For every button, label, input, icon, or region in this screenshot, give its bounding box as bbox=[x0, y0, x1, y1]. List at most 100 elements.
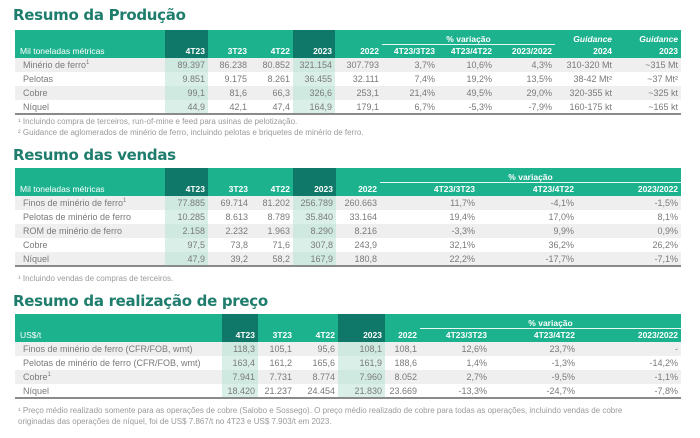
row-label-text: Pelotas de minério de ferro (CFR/FOB, wm… bbox=[23, 358, 201, 368]
table-cell: 23.669 bbox=[385, 384, 420, 399]
table-cell: 69.714 bbox=[208, 196, 251, 210]
column-header: 2022 bbox=[335, 44, 382, 58]
row-label: Pelotas de minério de ferro (CFR/FOB, wm… bbox=[15, 356, 222, 370]
header-spacer bbox=[258, 314, 295, 328]
table-cell: 97,5 bbox=[165, 238, 208, 252]
table-cell: 12,6% bbox=[420, 342, 490, 356]
table-cell: -1,3% bbox=[551, 358, 575, 368]
table-row: Pelotas 9.851 9.175 8.261 36.455 32.111 7,4% 19… bbox=[15, 72, 681, 86]
row-label-text: Níquel bbox=[23, 385, 50, 396]
table-cell: 13,5% bbox=[526, 74, 553, 84]
footnote-marker: 1 bbox=[86, 60, 90, 66]
table-cell: -17,7% bbox=[478, 252, 577, 267]
column-header: 2023/2022 bbox=[578, 328, 682, 342]
footnote: ¹ Incluindo vendas de compras de terceir… bbox=[18, 274, 174, 283]
column-header: 2022 bbox=[336, 182, 380, 196]
column-header: 4T23 bbox=[222, 328, 258, 342]
column-header: 2023 bbox=[338, 328, 385, 342]
table-cell: 22,2% bbox=[380, 252, 478, 267]
table-cell: 4,3% bbox=[495, 58, 556, 72]
row-label-text: Cobre bbox=[23, 240, 48, 250]
header-spacer bbox=[165, 168, 208, 182]
table-cell: 260.663 bbox=[336, 196, 380, 210]
header-spacer bbox=[338, 314, 385, 328]
sales-footnotes: ¹ Incluindo vendas de compras de terceir… bbox=[18, 273, 698, 284]
table-cell: 32,1% bbox=[449, 240, 475, 250]
table-cell: 33.164 bbox=[349, 212, 377, 222]
table-cell: 326,6 bbox=[293, 86, 335, 100]
table-cell: 6,7% bbox=[382, 100, 438, 115]
table-cell: 160-175 kt bbox=[555, 100, 616, 115]
table-cell: 7.960 bbox=[338, 370, 385, 384]
table-cell: 19,4% bbox=[449, 212, 475, 222]
column-header: 2023/2022 bbox=[577, 182, 682, 196]
table-cell: 321.154 bbox=[293, 58, 335, 72]
table-cell: -9,5% bbox=[490, 370, 578, 384]
table-cell: 66,3 bbox=[250, 86, 293, 100]
table-cell: 21.830 bbox=[338, 384, 385, 399]
column-header: 4T23/3T23 bbox=[382, 44, 438, 58]
header-spacer bbox=[15, 30, 165, 44]
table-cell: 179,1 bbox=[335, 100, 382, 115]
table-cell: 8.261 bbox=[267, 74, 290, 84]
unit-label: US$/t bbox=[15, 328, 222, 342]
table-cell: 307.793 bbox=[335, 58, 382, 72]
table-cell: 8.613 bbox=[225, 212, 248, 222]
row-label-text: Pelotas de minério de ferro bbox=[23, 212, 132, 222]
table-cell: 256.789 bbox=[293, 196, 336, 210]
header-spacer bbox=[208, 30, 250, 44]
table-row: Níquel 18.420 21.237 24.454 21.830 23.669 -13,… bbox=[15, 384, 682, 399]
table-cell: 307,8 bbox=[293, 238, 336, 252]
table-cell: -5,3% bbox=[438, 100, 495, 115]
row-label: Cobre1 bbox=[15, 370, 222, 384]
table-cell: 9,9% bbox=[478, 224, 577, 238]
table-row: Níquel 47,9 39,2 58,2 167,9 180,8 22,2% -17,7% -… bbox=[15, 252, 682, 267]
header-spacer bbox=[15, 168, 165, 182]
table-cell: 320-355 kt bbox=[555, 86, 616, 100]
footnote: ¹ Preço médio realizado somente para as … bbox=[18, 406, 623, 426]
header-spacer bbox=[251, 168, 293, 182]
table-row: Pelotas de minério de ferro (CFR/FOB, wm… bbox=[15, 356, 681, 370]
column-header: 2023 bbox=[293, 44, 335, 58]
table-cell: 167,9 bbox=[293, 252, 336, 267]
table-cell: 164,9 bbox=[293, 100, 335, 115]
table-cell: 7,4% bbox=[414, 74, 435, 84]
footnote: ² Guidance de aglomerados de minério de … bbox=[18, 128, 364, 137]
table-cell: 23,7% bbox=[490, 342, 578, 356]
table-cell: 7.941 bbox=[222, 370, 258, 384]
column-header: 3T23 bbox=[208, 182, 251, 196]
prices-footnotes: ¹ Preço médio realizado somente para as … bbox=[18, 405, 658, 427]
table-cell: 10,6% bbox=[438, 58, 495, 72]
table-cell: 21,4% bbox=[382, 86, 438, 100]
table-cell: 58,2 bbox=[251, 252, 293, 267]
unit-label: Mil toneladas métricas bbox=[15, 182, 165, 196]
table-cell: 47,9 bbox=[165, 252, 208, 267]
table-cell: 17,0% bbox=[548, 212, 574, 222]
footnote: ¹ Incluindo compra de terceiros, run-of-… bbox=[18, 117, 298, 126]
table-cell: 188,6 bbox=[394, 358, 417, 368]
table-cell: 21.237 bbox=[258, 384, 295, 399]
table-cell: 8.290 bbox=[293, 224, 336, 238]
table-cell: 29,0% bbox=[495, 86, 556, 100]
row-label-text: Pelotas bbox=[23, 74, 54, 84]
table-row: Pelotas de minério de ferro 10.285 8.613 8.… bbox=[15, 210, 681, 224]
footnote-marker: 1 bbox=[47, 372, 51, 378]
column-header: 4T23/3T23 bbox=[380, 182, 478, 196]
table-cell: -7,1% bbox=[577, 252, 682, 267]
table-cell: 19,2% bbox=[466, 74, 492, 84]
table-cell: 73,8 bbox=[230, 240, 248, 250]
table-cell: 77.885 bbox=[165, 196, 208, 210]
table-cell: 105,1 bbox=[258, 342, 295, 356]
table-cell: -14,2% bbox=[649, 358, 679, 368]
table-cell: 8.774 bbox=[295, 370, 338, 384]
row-label-text: Finos de minério de ferro bbox=[23, 198, 124, 208]
footnote-marker: 1 bbox=[123, 198, 127, 204]
table-cell: -7,9% bbox=[495, 100, 556, 115]
column-header: 2022 bbox=[385, 328, 420, 342]
table-cell: 18.420 bbox=[222, 384, 258, 399]
column-header: 4T23/3T23 bbox=[420, 328, 490, 342]
row-label: Níquel bbox=[15, 100, 165, 115]
table-cell: 38-42 Mt² bbox=[573, 74, 613, 84]
table-cell: 10.285 bbox=[165, 210, 208, 224]
table-cell: ~37 Mt² bbox=[647, 74, 679, 84]
